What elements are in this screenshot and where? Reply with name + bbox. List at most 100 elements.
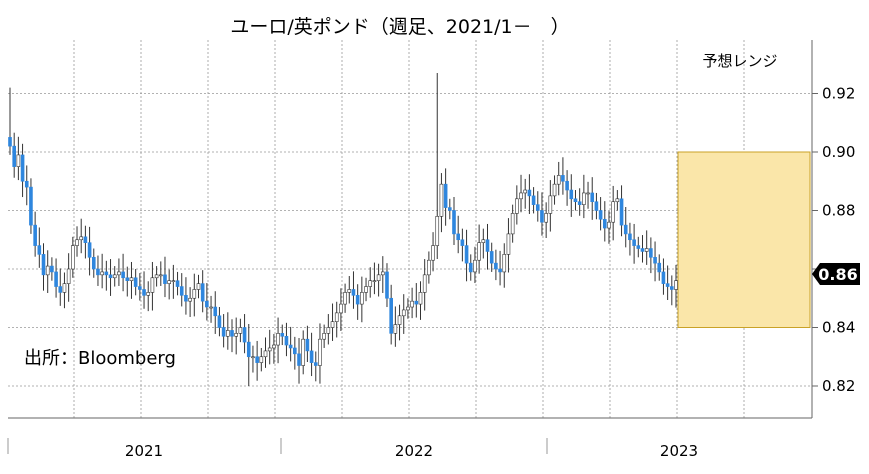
candle-down <box>355 295 360 305</box>
candle-up <box>410 300 414 308</box>
candle-down <box>213 306 218 317</box>
candle-up <box>544 213 548 223</box>
candle-down <box>628 233 632 241</box>
candle-up <box>263 350 268 358</box>
candle-down <box>527 189 532 197</box>
candle-up <box>477 242 481 261</box>
candle-down <box>535 204 540 211</box>
candle-up <box>334 312 339 322</box>
candle-down <box>125 277 130 281</box>
candle-down <box>670 286 674 290</box>
candle-down <box>594 201 599 211</box>
forecast-range-label: 予想レンジ <box>702 52 777 70</box>
chart-title: ユーロ/英ポンド（週足、2021/1－ ） <box>230 16 569 38</box>
last-value-marker: 0.86 <box>812 263 860 285</box>
candle-up <box>431 245 435 261</box>
candle-up <box>150 277 155 293</box>
candle-up <box>238 327 243 334</box>
candle-up <box>644 248 649 252</box>
candle-down <box>230 330 234 337</box>
candle-up <box>556 175 561 185</box>
candle-down <box>205 300 209 308</box>
candle-down <box>217 315 222 328</box>
candle-down <box>598 210 603 220</box>
candle-down <box>184 295 188 302</box>
candle-down <box>653 256 657 264</box>
candle-up <box>251 356 255 359</box>
candle-up <box>71 245 75 270</box>
candle-up <box>339 303 343 314</box>
candle-down <box>498 268 502 273</box>
candle-down <box>632 239 636 246</box>
y-tick-label: 0.90 <box>822 143 855 161</box>
candle-down <box>640 248 645 252</box>
candle-down <box>468 262 473 273</box>
candle-up <box>427 259 431 276</box>
candle-up <box>62 283 67 293</box>
candle-up <box>439 183 444 217</box>
candle-up <box>422 274 427 293</box>
candle-down <box>50 265 54 273</box>
candle-up <box>154 274 159 279</box>
candle-down <box>452 210 456 235</box>
candle-up <box>171 280 176 283</box>
candle-down <box>54 271 58 287</box>
candle-down <box>661 271 666 284</box>
candle-up <box>360 292 364 305</box>
candle-up <box>16 154 21 167</box>
candle-up <box>615 198 620 203</box>
last-value-label: 0.86 <box>818 265 857 284</box>
candle-down <box>163 274 167 284</box>
candle-down <box>577 201 582 205</box>
candle-down <box>540 210 544 223</box>
candle-down <box>242 327 247 343</box>
candle-down <box>29 186 33 226</box>
candle-up <box>506 233 511 255</box>
candle-down <box>108 274 113 279</box>
candle-down <box>58 286 63 293</box>
candle-down <box>20 154 25 182</box>
candle-up <box>79 236 84 241</box>
candle-down <box>96 268 100 276</box>
candle-down <box>309 350 314 363</box>
candle-up <box>301 338 306 366</box>
candle-up <box>188 297 192 302</box>
candle-down <box>569 189 574 200</box>
candle-down <box>448 207 452 211</box>
candle-up <box>607 221 611 229</box>
x-year-label: 2021 <box>125 442 163 460</box>
candle-up <box>523 189 528 194</box>
candle-up <box>234 333 238 337</box>
candle-up <box>406 306 410 311</box>
y-tick-label: 0.88 <box>822 202 855 220</box>
candle-down <box>284 335 289 346</box>
candle-down <box>175 280 180 287</box>
candle-up <box>435 216 440 246</box>
candle-down <box>138 286 142 290</box>
candle-down <box>665 283 670 287</box>
candle-up <box>158 274 163 277</box>
x-axis: 2021 2022 2023 <box>7 438 698 460</box>
candle-up <box>75 239 79 246</box>
candle-up <box>100 271 104 276</box>
candle-down <box>573 198 578 203</box>
candle-down <box>33 224 37 246</box>
candle-down <box>200 283 205 302</box>
candle-up <box>226 330 230 337</box>
candle-up <box>45 265 50 276</box>
candle-up <box>196 283 201 290</box>
x-year-label: 2022 <box>395 442 433 460</box>
candle-up <box>272 344 276 349</box>
candles <box>8 73 678 386</box>
candle-down <box>657 262 662 273</box>
candle-down <box>489 251 494 264</box>
candle-up <box>502 254 507 273</box>
candle-down <box>485 239 490 252</box>
candle-down <box>531 195 536 205</box>
candle-up <box>276 333 280 346</box>
candle-down <box>121 271 125 279</box>
candle-down <box>133 277 138 287</box>
candle-down <box>590 192 595 203</box>
candle-up <box>548 195 553 214</box>
